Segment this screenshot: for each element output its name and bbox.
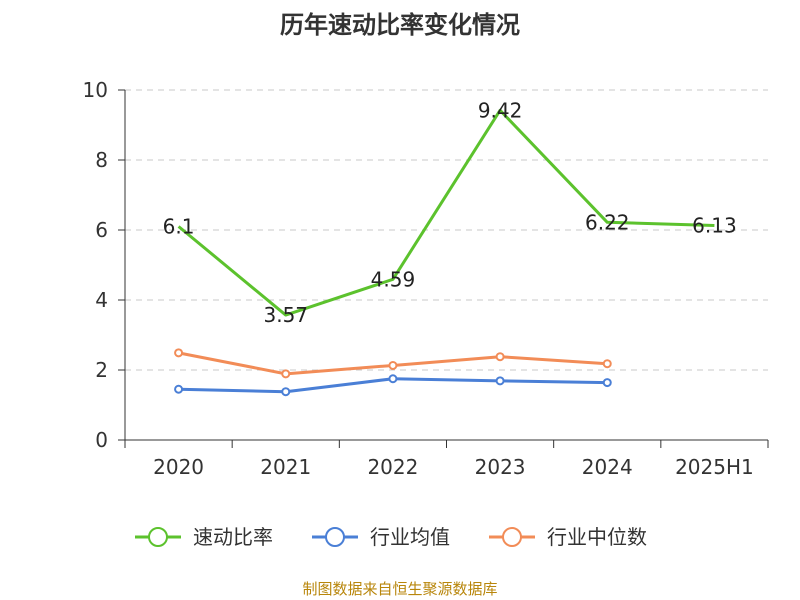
chart-title: 历年速动比率变化情况 [280, 11, 520, 39]
legend-label: 行业中位数 [547, 525, 647, 549]
y-tick-label: 8 [95, 148, 108, 172]
data-point [281, 387, 291, 397]
data-point [388, 374, 398, 384]
x-tick-label: 2022 [367, 455, 418, 479]
data-point [281, 369, 291, 379]
data-label: 6.13 [692, 213, 737, 237]
y-tick-label: 4 [95, 288, 108, 312]
x-tick-label: 2023 [475, 455, 526, 479]
y-tick-label: 10 [83, 78, 108, 102]
y-tick-label: 0 [95, 428, 108, 452]
data-label: 9.42 [478, 98, 523, 122]
x-tick-label: 2024 [582, 455, 633, 479]
data-label: 4.59 [371, 267, 416, 291]
legend-item[interactable]: 行业中位数 [489, 525, 647, 549]
x-tick-label: 2025H1 [675, 455, 754, 479]
data-label: 3.57 [263, 303, 308, 327]
legend-marker [148, 527, 168, 547]
y-tick-label: 6 [95, 218, 108, 242]
source-note: 制图数据来自恒生聚源数据库 [302, 580, 497, 598]
data-point [495, 352, 505, 362]
data-label: 6.22 [585, 210, 630, 234]
legend-marker [325, 527, 345, 547]
y-tick-label: 2 [95, 358, 108, 382]
data-point [602, 359, 612, 369]
data-point [602, 378, 612, 388]
x-tick-label: 2020 [153, 455, 204, 479]
legend-item[interactable]: 行业均值 [312, 525, 450, 549]
legend-marker [502, 527, 522, 547]
series-line [177, 108, 715, 317]
legend-item[interactable]: 速动比率 [135, 525, 273, 549]
legend: 速动比率 行业均值 行业中位数 [135, 525, 647, 549]
series-lines [174, 108, 715, 397]
data-labels: 6.1 3.57 4.59 9.42 6.22 6.13 [163, 98, 737, 327]
data-label: 6.1 [163, 215, 195, 239]
grid-lines [125, 89, 768, 371]
x-tick-label: 2021 [260, 455, 311, 479]
legend-label: 速动比率 [193, 525, 273, 549]
data-point [174, 384, 184, 394]
axes: 0 2 4 6 8 10 2020 2021 2022 2023 2024 2025H1 [83, 78, 769, 479]
legend-label: 行业均值 [370, 525, 450, 549]
data-point [388, 360, 398, 370]
data-point [495, 376, 505, 386]
data-point [174, 348, 184, 358]
